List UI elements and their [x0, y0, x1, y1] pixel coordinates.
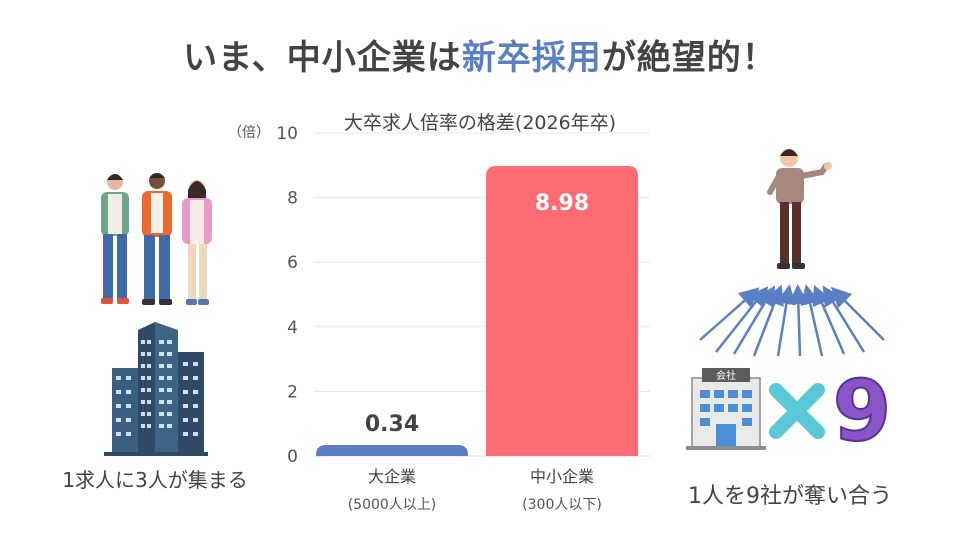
office-buildings-icon	[104, 322, 208, 456]
person-icon	[101, 174, 129, 304]
category-sublabel-small: (300人以下)	[522, 497, 602, 513]
title-highlight: 新卒採用	[461, 38, 602, 78]
left-caption: 1求人に3人が集まる	[62, 468, 248, 492]
people-illustration	[101, 173, 212, 305]
title-part1: いま、中小企業は	[183, 38, 462, 78]
multiply-icon	[769, 383, 825, 439]
right-caption: 1人を9社が奪い合う	[688, 484, 892, 509]
y-tick-label: 2	[287, 382, 298, 402]
person-icon	[182, 180, 212, 305]
category-label-large: 大企業	[367, 467, 416, 486]
y-tick-label: 6	[287, 253, 298, 273]
converging-arrows-icon	[699, 284, 885, 357]
bar-large-company	[316, 445, 468, 456]
y-tick-label: 0	[287, 447, 298, 467]
category-sublabel-large: (5000人以上)	[347, 497, 437, 513]
multiplier-number: 9	[833, 362, 891, 460]
person-icon	[142, 173, 172, 305]
category-label-small: 中小企業	[529, 467, 594, 486]
y-tick-label: 4	[287, 318, 298, 338]
data-label: 8.98	[535, 191, 589, 216]
y-tick-label: 10	[276, 124, 298, 144]
company-building-icon: 会社	[686, 368, 766, 450]
presenter-icon	[767, 149, 832, 269]
chart-title: 大卒求人倍率の格差(2026年卒)	[343, 112, 617, 134]
page-title: いま、中小企業は新卒採用が絶望的！	[0, 30, 960, 79]
bar-small-company	[486, 165, 638, 457]
y-tick-label: 8	[287, 189, 298, 209]
y-axis-unit: （倍）	[228, 125, 270, 141]
data-label: 0.34	[365, 412, 419, 437]
title-part2: が絶望的！	[601, 38, 777, 78]
company-sign: 会社	[716, 369, 736, 382]
